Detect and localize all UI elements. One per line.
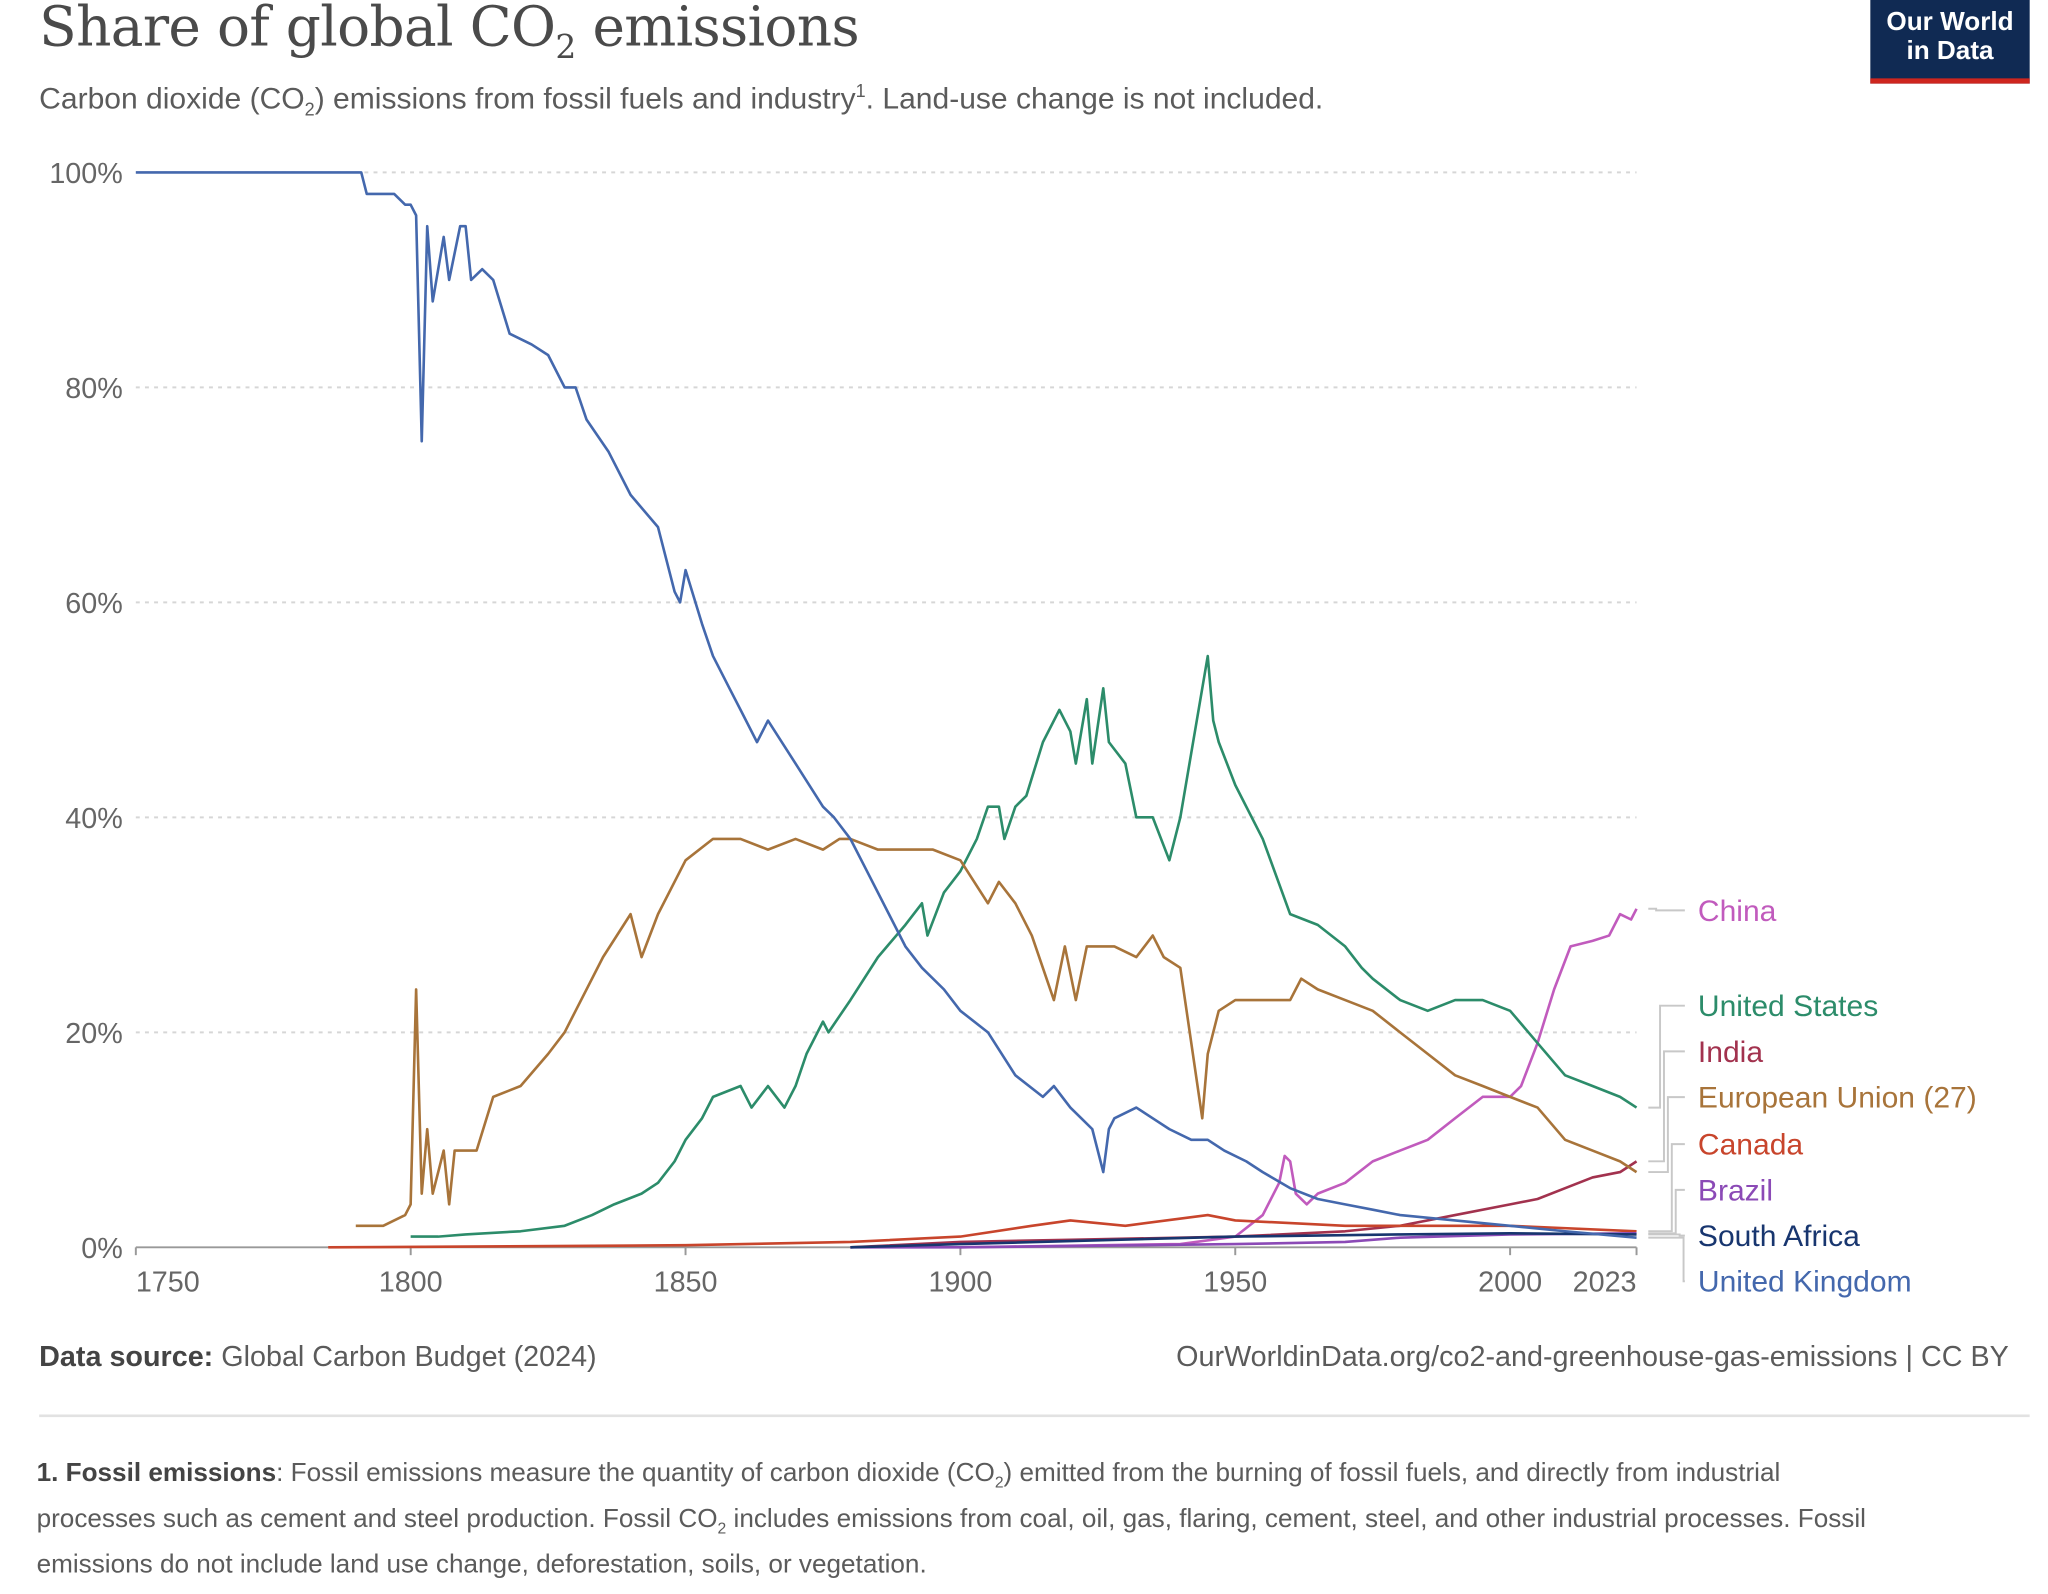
series-line-china [960, 908, 1638, 1249]
title-subscript: 2 [555, 27, 576, 66]
subtitle: Carbon dioxide (CO2) emissions from foss… [39, 81, 1323, 120]
data-source-label: Data source: [39, 1340, 214, 1373]
footnote-text-2: ) emitted from the burning of fossil fue… [36, 1458, 1781, 1534]
series-label[interactable]: India [1698, 1036, 1763, 1069]
logo-line-2: in Data [1906, 36, 1994, 66]
footnote-sub-2: 2 [717, 1518, 727, 1538]
x-tick-label: 1950 [1203, 1267, 1267, 1299]
y-tick-label: 0% [81, 1233, 123, 1265]
series-line-south-africa [850, 1232, 1637, 1249]
subtitle-text: Carbon dioxide (CO [39, 80, 305, 115]
label-connector [1648, 1050, 1685, 1163]
series-label[interactable]: Canada [1698, 1129, 1803, 1162]
x-tick-label: 1900 [928, 1267, 992, 1299]
logo-line-1: Our World [1886, 7, 2014, 37]
footnote-label: 1. Fossil emissions [36, 1458, 277, 1488]
x-tick-label: 1750 [136, 1267, 200, 1299]
series-line-canada [328, 1213, 1637, 1249]
series-label[interactable]: European Union (27) [1698, 1082, 1977, 1115]
footnote-text-3: includes emissions from coal, oil, gas, … [36, 1504, 1866, 1580]
x-tick-label: 2023 [1573, 1267, 1637, 1299]
footnote-ref[interactable]: 1 [855, 81, 866, 102]
line-chart: 0% 20% 40% 60% 80% 100% 1750 1800 1850 1900 1950 20… [49, 158, 1977, 1299]
subtitle-subscript: 2 [304, 100, 315, 120]
x-tick-label: 1800 [379, 1267, 443, 1299]
divider [39, 1414, 2030, 1418]
title-text-end: emissions [575, 0, 859, 59]
y-tick-label: 80% [65, 373, 122, 405]
series-line-united-states [410, 654, 1638, 1238]
series-label[interactable]: South Africa [1698, 1220, 1860, 1253]
page-title: Share of global CO2 emissions [39, 0, 859, 66]
series-line-european-union- [355, 837, 1638, 1228]
series-label[interactable]: United Kingdom [1698, 1266, 1912, 1299]
footnote-sub: 2 [994, 1473, 1004, 1492]
y-tick-label: 60% [65, 588, 122, 620]
footnote: 1. Fossil emissions: Fossil emissions me… [37, 1455, 1892, 1583]
series-label[interactable]: China [1698, 895, 1777, 928]
data-source-value[interactable]: Global Carbon Budget (2024) [213, 1340, 597, 1373]
y-tick-label: 40% [65, 803, 122, 835]
y-tick-label: 100% [49, 158, 122, 190]
series-label[interactable]: Brazil [1698, 1174, 1773, 1207]
subtitle-text-2: ) emissions from fossil fuels and indust… [314, 80, 856, 115]
label-connector [1648, 907, 1685, 912]
label-connector [1648, 1096, 1685, 1174]
owid-logo[interactable]: Our World in Data [1870, 0, 2030, 84]
label-connector [1648, 1004, 1685, 1109]
series-line-united-kingdom [135, 171, 1637, 1239]
subtitle-text-3: . Land-use change is not included. [865, 80, 1324, 115]
title-text: Share of global CO [39, 0, 556, 59]
label-connector [1648, 1233, 1685, 1237]
source-url[interactable]: OurWorldinData.org/co2-and-greenhouse-ga… [1176, 1340, 2009, 1373]
footnote-text: : Fossil emissions measure the quantity … [276, 1458, 995, 1488]
label-connector [1648, 1143, 1685, 1233]
label-connector [1648, 1188, 1685, 1235]
x-tick-label: 1850 [654, 1267, 718, 1299]
label-connector [1648, 1236, 1685, 1283]
x-tick-label: 2000 [1478, 1267, 1542, 1299]
series-line-india [850, 1160, 1638, 1249]
series-label[interactable]: United States [1698, 990, 1878, 1023]
data-source: Data source: Global Carbon Budget (2024) [39, 1340, 596, 1374]
y-tick-label: 20% [65, 1018, 122, 1050]
